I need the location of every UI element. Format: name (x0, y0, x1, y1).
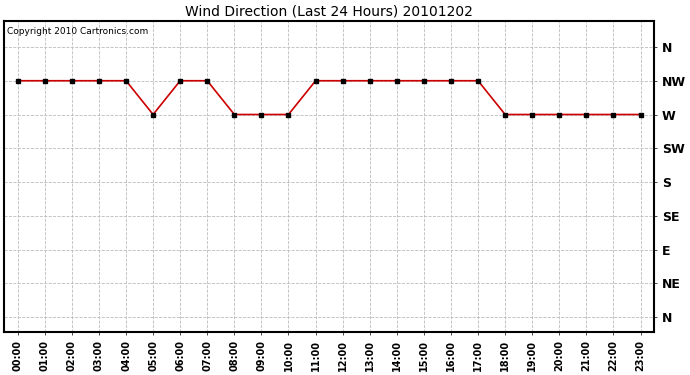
Text: Copyright 2010 Cartronics.com: Copyright 2010 Cartronics.com (8, 27, 148, 36)
Title: Wind Direction (Last 24 Hours) 20101202: Wind Direction (Last 24 Hours) 20101202 (185, 4, 473, 18)
